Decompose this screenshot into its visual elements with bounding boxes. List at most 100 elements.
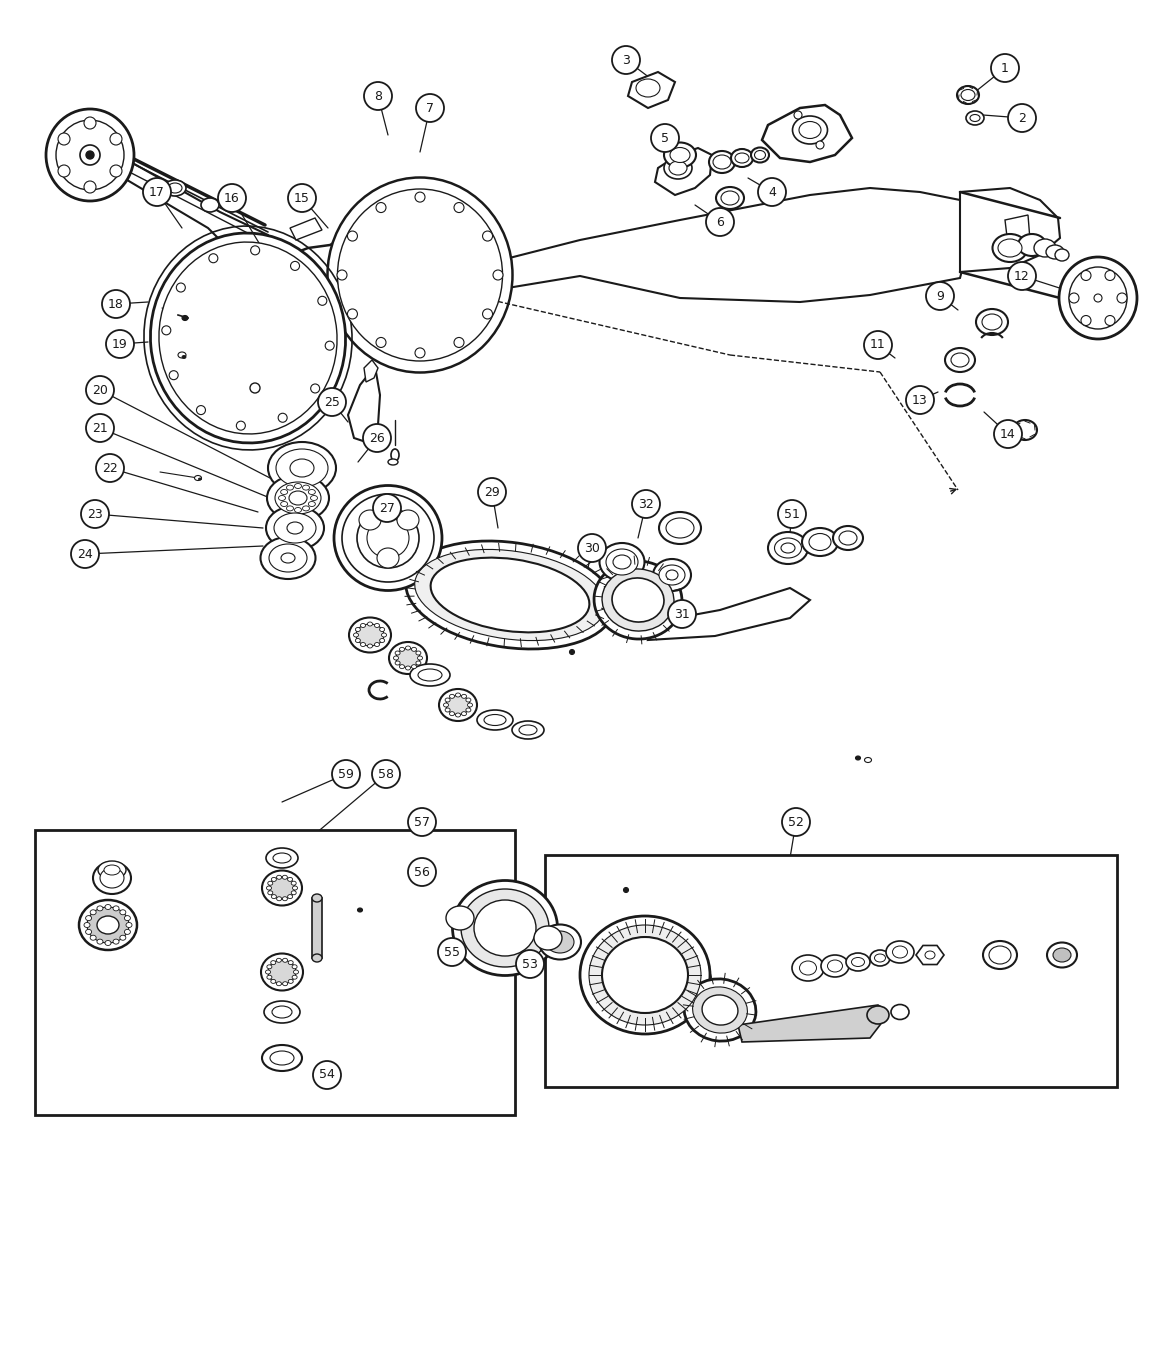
Ellipse shape: [360, 643, 365, 647]
Ellipse shape: [613, 554, 631, 569]
Ellipse shape: [702, 994, 738, 1026]
Ellipse shape: [735, 153, 748, 163]
Text: 29: 29: [484, 485, 500, 498]
Text: 51: 51: [784, 508, 800, 520]
Circle shape: [313, 1061, 341, 1090]
Ellipse shape: [125, 929, 131, 934]
Ellipse shape: [664, 143, 696, 168]
Ellipse shape: [636, 79, 660, 97]
Text: 7: 7: [426, 102, 434, 114]
Circle shape: [578, 534, 606, 563]
Ellipse shape: [1018, 234, 1046, 256]
Circle shape: [408, 858, 435, 887]
Ellipse shape: [713, 155, 731, 169]
Ellipse shape: [289, 490, 307, 505]
Circle shape: [81, 500, 109, 528]
Circle shape: [778, 500, 806, 528]
Ellipse shape: [1070, 267, 1127, 330]
Ellipse shape: [79, 900, 137, 951]
Ellipse shape: [982, 315, 1003, 330]
Ellipse shape: [271, 895, 276, 899]
Ellipse shape: [292, 975, 297, 979]
Ellipse shape: [474, 900, 536, 956]
Ellipse shape: [295, 508, 301, 512]
Ellipse shape: [1046, 943, 1076, 967]
Ellipse shape: [966, 110, 984, 125]
Ellipse shape: [267, 975, 271, 979]
Ellipse shape: [271, 877, 276, 881]
Ellipse shape: [534, 926, 562, 951]
Circle shape: [373, 494, 401, 522]
Ellipse shape: [113, 940, 119, 944]
Ellipse shape: [55, 120, 124, 191]
Ellipse shape: [827, 960, 842, 972]
Circle shape: [438, 938, 465, 966]
Ellipse shape: [58, 133, 70, 144]
Ellipse shape: [342, 494, 434, 582]
Text: 20: 20: [92, 384, 107, 396]
Ellipse shape: [462, 712, 467, 715]
Ellipse shape: [267, 887, 271, 889]
Ellipse shape: [957, 86, 979, 104]
Ellipse shape: [356, 624, 383, 646]
Ellipse shape: [799, 962, 817, 975]
Ellipse shape: [775, 538, 802, 558]
Ellipse shape: [381, 633, 387, 637]
Ellipse shape: [288, 877, 292, 881]
Ellipse shape: [377, 203, 386, 212]
Ellipse shape: [416, 661, 420, 665]
Ellipse shape: [262, 870, 301, 906]
Ellipse shape: [989, 947, 1011, 964]
Ellipse shape: [453, 880, 558, 975]
Ellipse shape: [85, 929, 91, 934]
Ellipse shape: [276, 876, 282, 880]
Ellipse shape: [483, 232, 492, 241]
Ellipse shape: [468, 703, 472, 707]
Ellipse shape: [845, 953, 870, 971]
Ellipse shape: [462, 695, 467, 699]
Ellipse shape: [270, 979, 276, 983]
Ellipse shape: [483, 309, 492, 319]
Circle shape: [85, 376, 114, 405]
Ellipse shape: [976, 309, 1008, 335]
Circle shape: [318, 388, 346, 415]
Ellipse shape: [318, 297, 327, 305]
Polygon shape: [628, 72, 675, 108]
Ellipse shape: [660, 565, 685, 586]
Ellipse shape: [261, 953, 303, 990]
Ellipse shape: [519, 725, 537, 735]
Text: 27: 27: [379, 501, 395, 515]
Ellipse shape: [283, 896, 288, 900]
Ellipse shape: [851, 957, 864, 967]
Ellipse shape: [281, 489, 288, 494]
Ellipse shape: [389, 642, 427, 674]
Ellipse shape: [624, 888, 628, 892]
Ellipse shape: [1094, 294, 1102, 302]
Text: 5: 5: [661, 132, 669, 144]
Ellipse shape: [283, 959, 288, 963]
Ellipse shape: [1053, 948, 1071, 962]
Text: 11: 11: [870, 339, 886, 351]
Circle shape: [1008, 262, 1036, 290]
Ellipse shape: [684, 979, 755, 1041]
Ellipse shape: [266, 507, 325, 550]
Ellipse shape: [664, 157, 692, 178]
Ellipse shape: [308, 501, 315, 507]
Ellipse shape: [445, 697, 450, 701]
Ellipse shape: [97, 917, 119, 934]
Text: 56: 56: [413, 865, 430, 878]
Ellipse shape: [594, 561, 681, 639]
Ellipse shape: [178, 351, 186, 358]
Text: 26: 26: [370, 432, 385, 444]
Ellipse shape: [815, 142, 824, 148]
Ellipse shape: [891, 1005, 909, 1020]
Ellipse shape: [276, 896, 282, 900]
Ellipse shape: [283, 982, 288, 986]
Circle shape: [612, 46, 640, 74]
Ellipse shape: [431, 557, 589, 632]
Ellipse shape: [275, 482, 321, 513]
Ellipse shape: [281, 501, 288, 507]
Circle shape: [926, 282, 954, 311]
Ellipse shape: [454, 338, 464, 347]
Ellipse shape: [400, 647, 404, 651]
